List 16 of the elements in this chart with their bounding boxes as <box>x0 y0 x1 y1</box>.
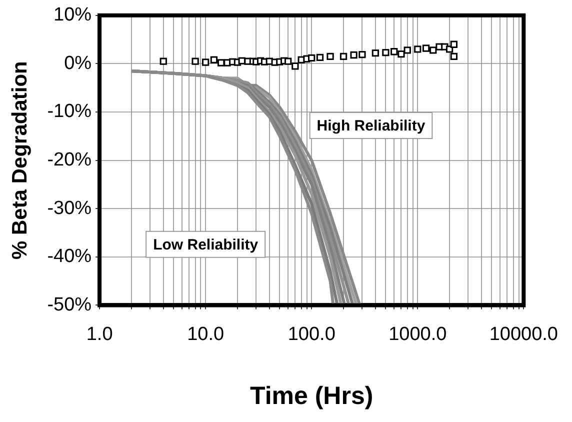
x-tick-label: 10.0 <box>187 324 224 345</box>
x-tick-label: 1000.0 <box>388 324 447 345</box>
y-tick-label: -30% <box>47 198 92 219</box>
y-tick-label: -50% <box>47 294 92 316</box>
annotation: High Reliability <box>316 118 426 135</box>
x-tick-label: 1.0 <box>86 324 113 345</box>
y-tick-label: -10% <box>47 101 92 122</box>
x-axis-title: Time (Hrs) <box>250 382 374 410</box>
x-tick-label: 10000.0 <box>489 324 558 345</box>
x-tick-label: 100.0 <box>288 324 336 345</box>
y-tick-label: 10% <box>54 4 92 26</box>
annotation: Low Reliability <box>153 236 259 254</box>
y-tick-label: 0% <box>64 52 92 74</box>
y-axis-title: % Beta Degradation <box>8 61 32 260</box>
y-tick-label: -40% <box>47 246 92 268</box>
y-tick-label: -20% <box>47 150 92 171</box>
